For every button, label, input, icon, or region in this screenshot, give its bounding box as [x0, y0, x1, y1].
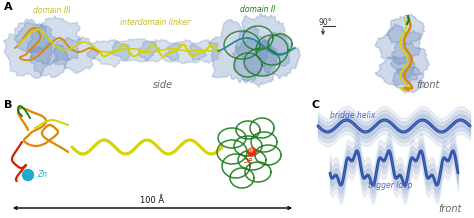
Polygon shape: [27, 16, 82, 65]
Circle shape: [249, 148, 253, 152]
Text: front: front: [438, 204, 462, 214]
Text: A: A: [4, 2, 13, 12]
Polygon shape: [87, 39, 130, 67]
Polygon shape: [209, 19, 271, 83]
Polygon shape: [14, 22, 55, 53]
Polygon shape: [27, 16, 82, 65]
Polygon shape: [257, 32, 300, 78]
Polygon shape: [3, 19, 52, 78]
Polygon shape: [375, 56, 418, 85]
Polygon shape: [257, 32, 300, 78]
Polygon shape: [392, 67, 425, 93]
Polygon shape: [235, 14, 290, 77]
Text: bridge helix: bridge helix: [330, 111, 375, 120]
Polygon shape: [232, 39, 278, 87]
Polygon shape: [375, 56, 418, 85]
Polygon shape: [189, 39, 221, 63]
Polygon shape: [138, 40, 182, 62]
Text: Zn: Zn: [37, 170, 47, 179]
Text: side: side: [153, 80, 173, 90]
Text: domain III: domain III: [33, 6, 71, 15]
Text: C: C: [312, 100, 320, 110]
Text: domain II: domain II: [240, 5, 276, 14]
Polygon shape: [29, 43, 69, 78]
Circle shape: [22, 170, 34, 181]
Polygon shape: [375, 24, 421, 65]
Text: front: front: [417, 80, 440, 90]
Polygon shape: [209, 19, 271, 83]
Polygon shape: [29, 43, 69, 78]
Polygon shape: [386, 15, 425, 44]
Text: trigger loop: trigger loop: [368, 181, 412, 190]
Polygon shape: [111, 39, 160, 62]
Text: interdomain linker: interdomain linker: [120, 18, 190, 27]
Polygon shape: [392, 67, 425, 93]
Polygon shape: [189, 39, 221, 63]
Text: B: B: [4, 100, 12, 110]
Circle shape: [248, 148, 256, 156]
Text: 100 Å: 100 Å: [140, 196, 164, 205]
Polygon shape: [87, 39, 130, 67]
Polygon shape: [232, 39, 278, 87]
Polygon shape: [53, 37, 99, 73]
Polygon shape: [165, 40, 207, 64]
Text: 90°: 90°: [318, 18, 332, 27]
Polygon shape: [53, 37, 99, 73]
Polygon shape: [375, 24, 421, 65]
Text: Se: Se: [244, 156, 254, 165]
Polygon shape: [386, 15, 425, 44]
Polygon shape: [391, 42, 429, 78]
Polygon shape: [111, 39, 160, 62]
Polygon shape: [235, 14, 290, 77]
Polygon shape: [3, 19, 52, 78]
Polygon shape: [391, 42, 429, 78]
Polygon shape: [138, 40, 182, 62]
Polygon shape: [165, 40, 207, 64]
Polygon shape: [14, 22, 55, 53]
